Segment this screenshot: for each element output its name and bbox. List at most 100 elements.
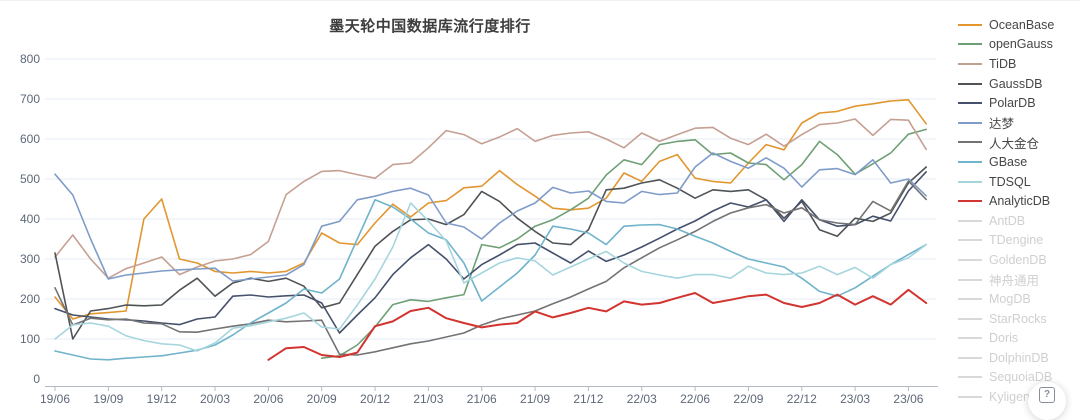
x-axis-tick-label: 19/06: [39, 392, 71, 406]
legend-label: SequoiaDB: [989, 370, 1053, 385]
x-axis-tick-label: 21/03: [413, 392, 444, 406]
chart-legend: OceanBase openGauss TiDB GaussDB PolarDB 达梦人大…: [958, 15, 1080, 407]
series-line-达梦[interactable]: [54, 152, 927, 282]
legend-item-MogDB[interactable]: MogDB: [958, 289, 1080, 309]
series-line-openGauss[interactable]: [320, 128, 927, 359]
y-axis-tick-label: 800: [19, 52, 40, 66]
legend-line-swatch: [958, 376, 982, 379]
x-axis-tick-label: 22/09: [733, 392, 764, 406]
legend-line-swatch: [958, 239, 982, 242]
legend-line-swatch: [958, 102, 982, 105]
series-line-人大金仓[interactable]: [54, 180, 927, 356]
legend-item-TDengine[interactable]: TDengine: [958, 231, 1080, 251]
y-axis-tick-label: 300: [19, 252, 40, 266]
legend-line-swatch: [958, 180, 982, 183]
x-axis-tick-label: 22/12: [786, 392, 817, 406]
x-axis-tick-label: 19/09: [93, 392, 124, 406]
legend-item-OceanBase[interactable]: OceanBase: [958, 15, 1080, 35]
legend-label: openGauss: [989, 37, 1053, 52]
legend-item-StarRocks[interactable]: StarRocks: [958, 309, 1080, 329]
legend-label: TDSQL: [989, 174, 1031, 189]
legend-item-TDSQL[interactable]: TDSQL: [958, 172, 1080, 192]
legend-label: AntDB: [989, 213, 1026, 228]
y-axis-tick-label: 400: [19, 212, 40, 226]
x-axis-tick-label: 19/12: [146, 392, 177, 406]
y-axis-tick-label: 500: [19, 172, 40, 186]
chart-title: 墨天轮中国数据库流行度排行: [329, 18, 531, 35]
series-line-GaussDB[interactable]: [54, 166, 927, 340]
legend-label: AnalyticDB: [989, 194, 1051, 209]
legend-label: PolarDB: [989, 96, 1036, 111]
legend-item-AnalyticDB[interactable]: AnalyticDB: [958, 191, 1080, 211]
legend-item-AntDB[interactable]: AntDB: [958, 211, 1080, 231]
legend-item-TiDB[interactable]: TiDB: [958, 54, 1080, 74]
x-axis-tick-label: 20/06: [253, 392, 284, 406]
legend-label: 达梦: [989, 117, 1015, 132]
legend-item-Doris[interactable]: Doris: [958, 329, 1080, 349]
legend-label: GaussDB: [989, 76, 1043, 91]
legend-line-swatch: [958, 258, 982, 261]
legend-line-swatch: [958, 356, 982, 359]
legend-label: DolphinDB: [989, 350, 1049, 365]
x-axis-tick-label: 20/03: [200, 392, 231, 406]
y-axis-tick-label: 600: [19, 132, 40, 146]
legend-line-swatch: [958, 317, 982, 320]
legend-line-swatch: [958, 43, 982, 46]
legend-item-SequoiaDB[interactable]: SequoiaDB: [958, 368, 1080, 388]
y-axis-tick-label: 100: [19, 332, 40, 346]
y-axis-tick-label: 200: [19, 292, 40, 306]
question-icon: ?: [1039, 387, 1055, 403]
legend-line-swatch: [958, 396, 982, 399]
legend-line-swatch: [958, 160, 982, 163]
series-line-OceanBase[interactable]: [54, 99, 927, 320]
x-axis-tick-label: 21/12: [573, 392, 604, 406]
legend-label: TDengine: [989, 233, 1044, 248]
x-axis-tick-label: 23/03: [840, 392, 871, 406]
legend-line-swatch: [958, 62, 982, 65]
x-axis-tick-label: 23/06: [893, 392, 924, 406]
legend-item-神舟通用[interactable]: 神舟通用: [958, 270, 1080, 290]
legend-item-DolphinDB[interactable]: DolphinDB: [958, 348, 1080, 368]
legend-line-swatch: [958, 82, 982, 85]
legend-item-GaussDB[interactable]: GaussDB: [958, 74, 1080, 94]
legend-line-swatch: [958, 200, 982, 203]
legend-label: MogDB: [989, 292, 1031, 307]
legend-label: GoldenDB: [989, 252, 1047, 267]
legend-line-swatch: [958, 298, 982, 301]
series-line-GBase[interactable]: [54, 199, 927, 361]
series-line-AnalyticDB[interactable]: [267, 288, 928, 361]
series-line-PolarDB[interactable]: [54, 171, 927, 334]
x-axis-tick-label: 21/09: [520, 392, 551, 406]
legend-label: 神舟通用: [989, 274, 1040, 289]
legend-label: 人大金仓: [989, 136, 1040, 151]
legend-item-PolarDB[interactable]: PolarDB: [958, 93, 1080, 113]
y-axis-tick-label: 0: [33, 372, 40, 386]
legend-item-GoldenDB[interactable]: GoldenDB: [958, 250, 1080, 270]
x-axis-tick-label: 22/03: [626, 392, 657, 406]
legend-label: OceanBase: [989, 17, 1055, 32]
x-axis-tick-label: 20/09: [306, 392, 337, 406]
legend-label: Doris: [989, 331, 1019, 346]
legend-label: GBase: [989, 154, 1028, 169]
legend-line-swatch: [958, 141, 982, 144]
legend-item-openGauss[interactable]: openGauss: [958, 35, 1080, 55]
x-axis-tick-label: 22/06: [680, 392, 711, 406]
series-line-TiDB[interactable]: [54, 118, 927, 279]
legend-label: StarRocks: [989, 311, 1047, 326]
help-button[interactable]: ?: [1028, 382, 1066, 420]
legend-item-GBase[interactable]: GBase: [958, 152, 1080, 172]
legend-line-swatch: [958, 121, 982, 124]
legend-line-swatch: [958, 219, 982, 222]
legend-label: TiDB: [989, 56, 1017, 71]
legend-line-swatch: [958, 278, 982, 281]
x-axis-tick-label: 20/12: [360, 392, 391, 406]
legend-line-swatch: [958, 23, 982, 26]
legend-item-达梦[interactable]: 达梦: [958, 113, 1080, 133]
series-line-TDSQL[interactable]: [54, 202, 927, 352]
legend-line-swatch: [958, 337, 982, 340]
y-axis-tick-label: 700: [19, 92, 40, 106]
x-axis-tick-label: 21/06: [466, 392, 497, 406]
legend-item-人大金仓[interactable]: 人大金仓: [958, 133, 1080, 153]
